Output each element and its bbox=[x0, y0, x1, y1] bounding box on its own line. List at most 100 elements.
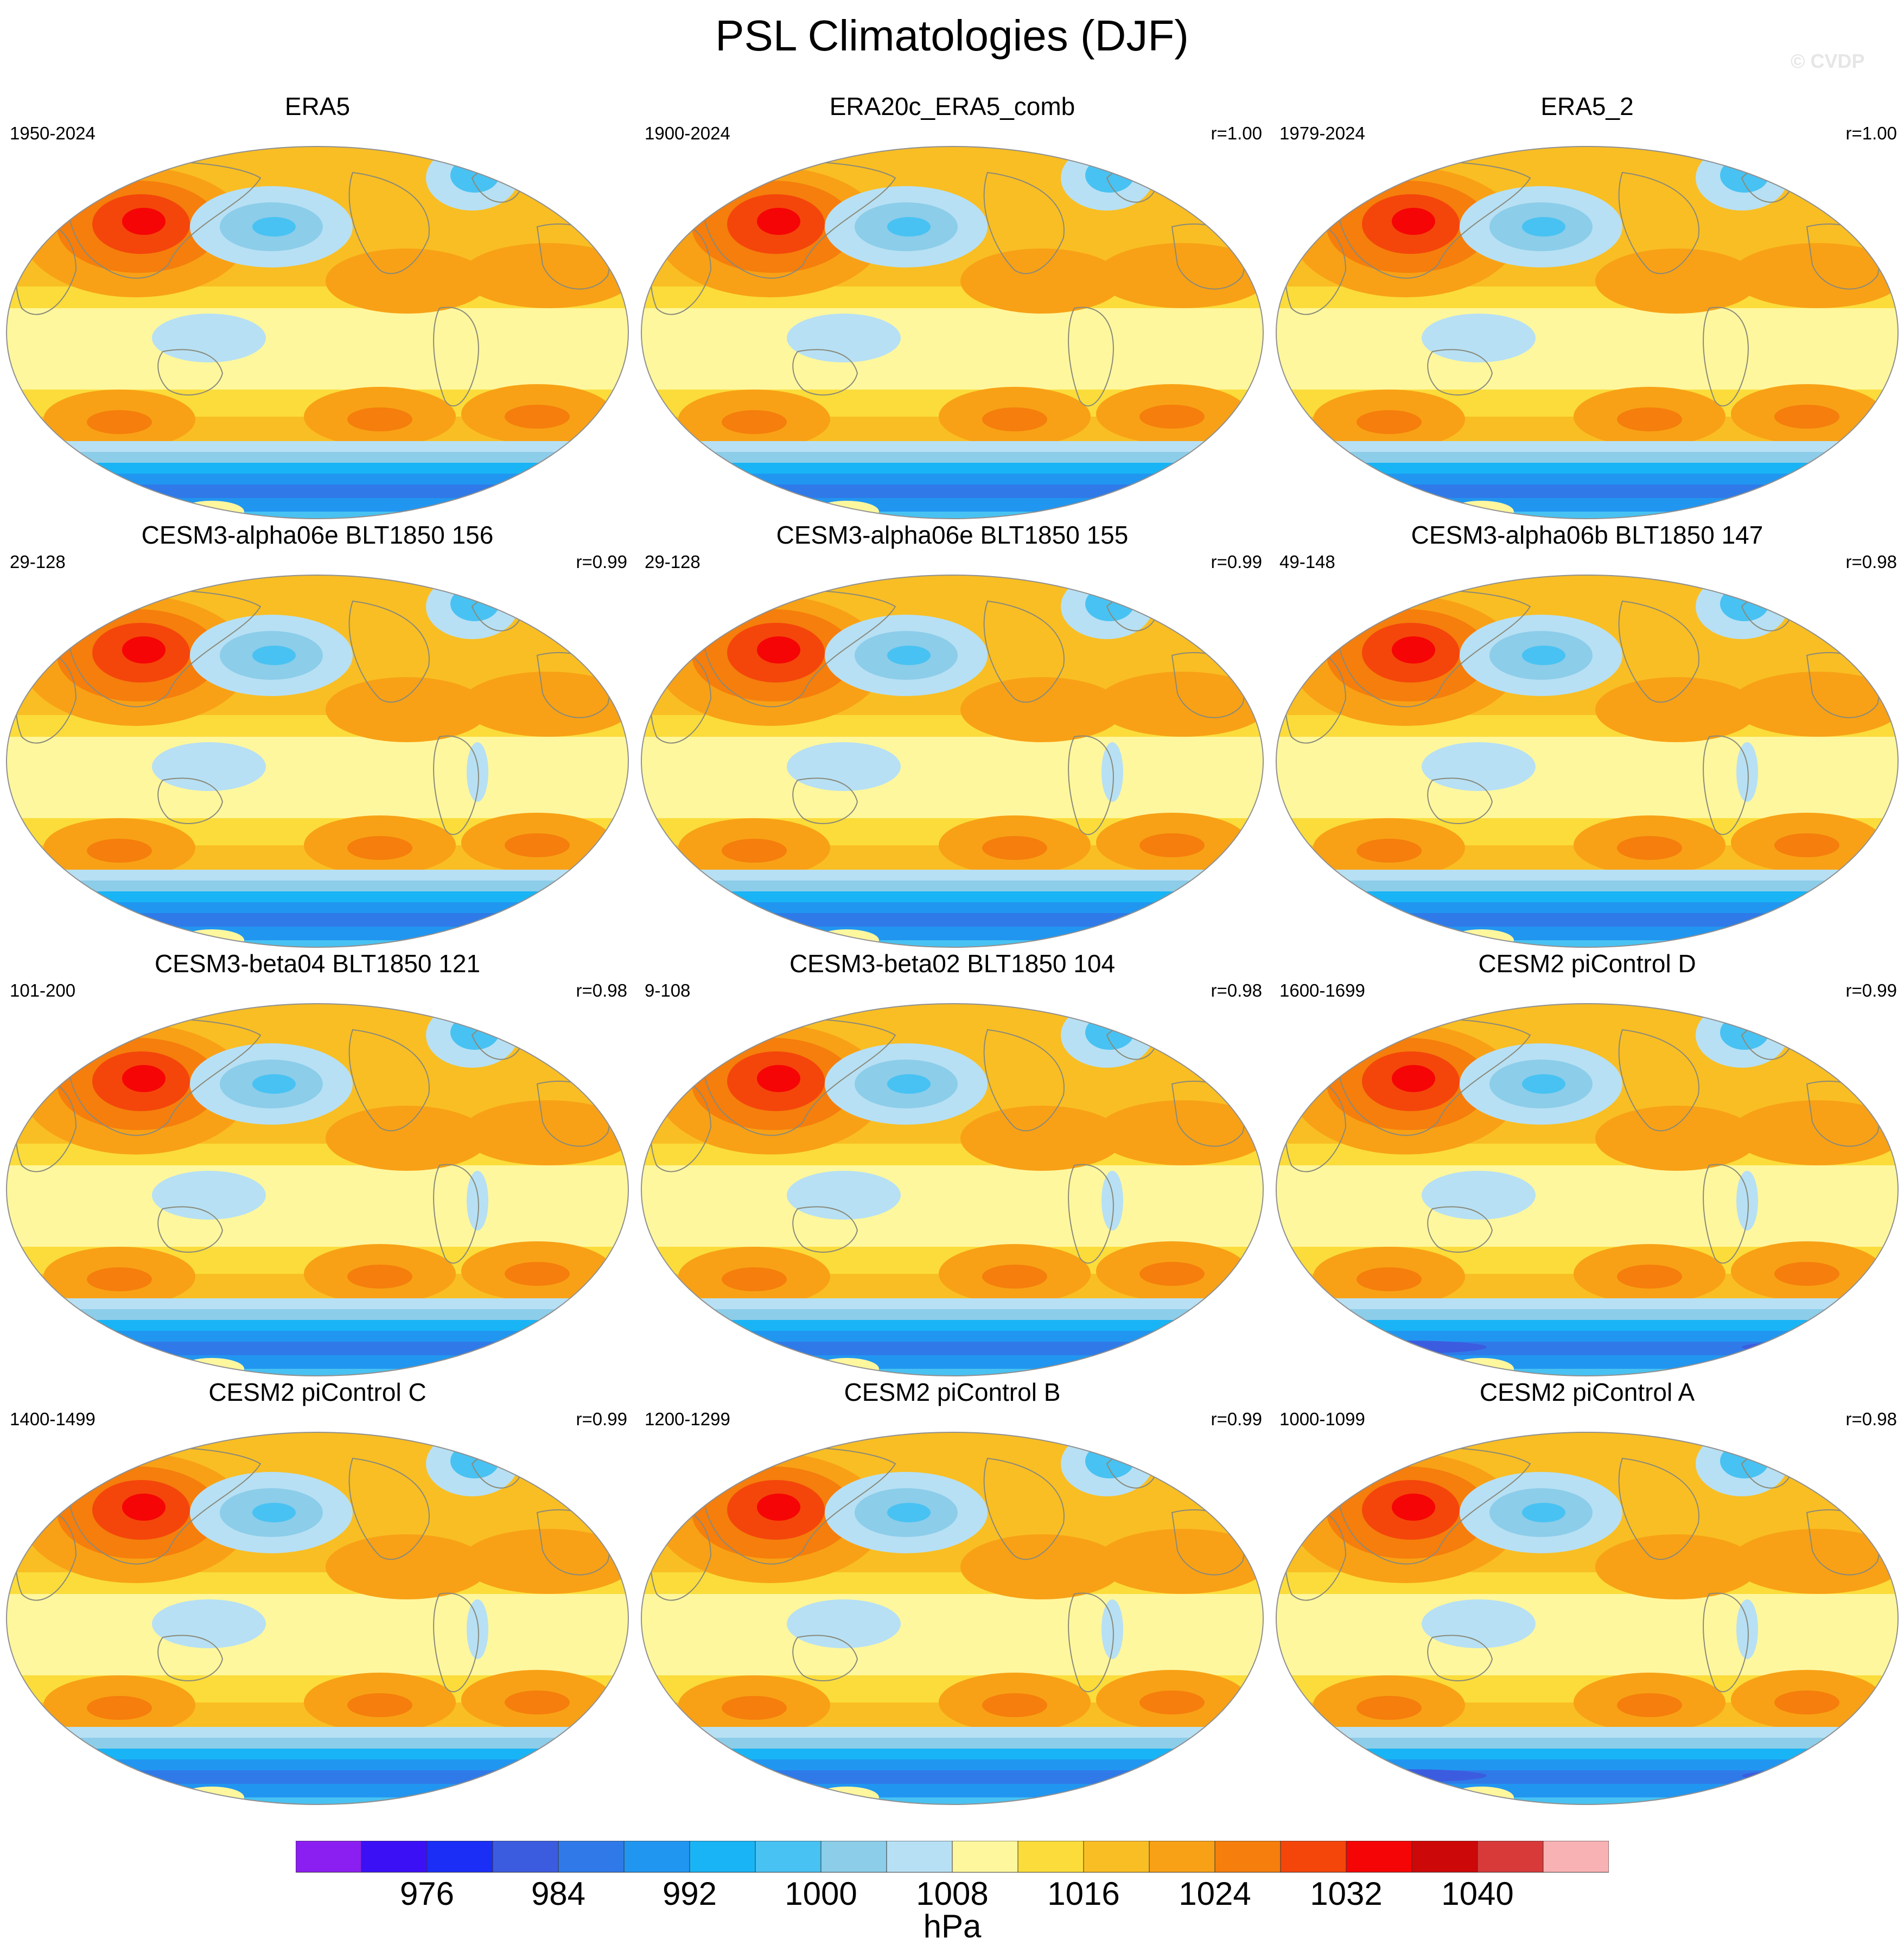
coastline-4 bbox=[1068, 1164, 1114, 1264]
psl-map bbox=[1276, 1003, 1899, 1376]
coastline-3 bbox=[1618, 1029, 1699, 1132]
coastline-3 bbox=[983, 600, 1065, 703]
southern-ocean-deep-low-1 bbox=[1742, 1770, 1872, 1781]
subtropical-high-core-2 bbox=[505, 1262, 570, 1286]
aleutian-low-core bbox=[887, 646, 931, 665]
coastline-0 bbox=[703, 589, 896, 707]
maritime-continent-low bbox=[152, 314, 266, 362]
azores-high bbox=[1731, 672, 1898, 737]
colorbar-tick-label: 1032 bbox=[1310, 1876, 1383, 1912]
aleutian-low-core bbox=[252, 1074, 296, 1094]
subtropical-high-core-2 bbox=[1139, 405, 1205, 429]
subtropical-high-core-1 bbox=[1617, 1693, 1682, 1717]
colorbar bbox=[295, 1840, 1609, 1876]
panel-title: CESM3-beta02 BLT1850 104 bbox=[789, 949, 1116, 978]
panel-correlation: r=0.98 bbox=[1845, 1409, 1897, 1429]
colorbar-tick-label: 1008 bbox=[916, 1876, 989, 1912]
map-border bbox=[6, 1432, 629, 1805]
psl-map bbox=[641, 146, 1264, 519]
atlantic-high bbox=[960, 1534, 1123, 1599]
coastline-2 bbox=[157, 1635, 224, 1681]
subtropical-high-core-1 bbox=[982, 407, 1047, 431]
map-border bbox=[641, 146, 1264, 519]
subtropical-high-core-2 bbox=[1139, 1691, 1205, 1714]
coastline-2 bbox=[1427, 777, 1493, 824]
subtropical-high-core-2 bbox=[505, 405, 570, 429]
subtropical-high-core-1 bbox=[1617, 407, 1682, 431]
subtropical-high-core-0 bbox=[1357, 1267, 1422, 1291]
siberian-high-core bbox=[1392, 208, 1435, 235]
coastline-3 bbox=[1618, 1457, 1699, 1560]
maritime-continent-low bbox=[1422, 1171, 1536, 1220]
coastline-3 bbox=[983, 1457, 1065, 1560]
azores-high bbox=[1096, 1100, 1263, 1165]
coastline-4 bbox=[433, 307, 479, 407]
subtropical-high-core-2 bbox=[1139, 833, 1205, 857]
azores-high bbox=[461, 1529, 628, 1594]
south-american-low bbox=[1101, 1171, 1123, 1230]
atlantic-high bbox=[326, 1534, 488, 1599]
colorbar-tick-label: 1040 bbox=[1441, 1876, 1514, 1912]
aleutian-low-core bbox=[1522, 1074, 1565, 1094]
psl-tropical-band bbox=[641, 737, 1263, 818]
south-american-low bbox=[1101, 742, 1123, 802]
aleutian-low-core bbox=[887, 217, 931, 237]
panel-correlation: r=0.99 bbox=[1211, 552, 1263, 572]
panel-title: ERA20c_ERA5_comb bbox=[829, 92, 1075, 120]
psl-map bbox=[1276, 146, 1899, 519]
subtropical-high-core-0 bbox=[722, 839, 787, 863]
map-panel: CESM3-beta04 BLT1850 121 101-200 r=0.98 bbox=[0, 948, 635, 1377]
aleutian-low-core bbox=[252, 646, 296, 665]
coastline-0 bbox=[1338, 161, 1531, 279]
coastline-4 bbox=[1068, 735, 1114, 836]
aleutian-low-core bbox=[887, 1503, 931, 1522]
psl-map bbox=[1276, 575, 1899, 948]
coastline-2 bbox=[792, 1635, 858, 1681]
panel-correlation: r=0.99 bbox=[576, 552, 628, 572]
subtropical-high-core-1 bbox=[347, 1693, 412, 1717]
aleutian-low-core bbox=[1522, 1503, 1565, 1522]
colorbar-swatch-9 bbox=[886, 1840, 953, 1873]
subtropical-high-core-2 bbox=[1774, 1691, 1839, 1714]
siberian-high-core bbox=[122, 1065, 165, 1092]
coastline-4 bbox=[1703, 307, 1749, 407]
coastline-2 bbox=[792, 349, 858, 396]
subtropical-high-core-2 bbox=[1774, 405, 1839, 429]
map-border bbox=[6, 1003, 629, 1376]
siberian-high-core bbox=[1392, 636, 1435, 664]
panel-title: CESM2 piControl A bbox=[1479, 1378, 1695, 1406]
colorbar-swatch-7 bbox=[755, 1840, 822, 1873]
subtropical-high-core-0 bbox=[1357, 1696, 1422, 1720]
maritime-continent-low bbox=[787, 314, 901, 362]
coastline-4 bbox=[1068, 307, 1114, 407]
atlantic-high bbox=[1595, 1534, 1758, 1599]
psl-tropical-band bbox=[7, 1594, 628, 1675]
panel-correlation: r=0.98 bbox=[576, 980, 628, 1000]
coastline-3 bbox=[983, 1029, 1065, 1132]
coastline-0 bbox=[68, 1446, 262, 1565]
colorbar-swatch-2 bbox=[426, 1840, 493, 1873]
colorbar-swatch-12 bbox=[1083, 1840, 1150, 1873]
south-american-low bbox=[1736, 1171, 1758, 1230]
colorbar-tick-label: 992 bbox=[662, 1876, 717, 1912]
subtropical-high-core-1 bbox=[347, 407, 412, 431]
panel-period: 1000-1099 bbox=[1279, 1409, 1365, 1429]
siberian-high-core bbox=[757, 1065, 800, 1092]
coastline-2 bbox=[157, 777, 224, 824]
colorbar-units-label: hPa bbox=[923, 1908, 982, 1944]
panel-title: CESM2 piControl B bbox=[844, 1378, 1061, 1406]
colorbar-tick-label: 984 bbox=[531, 1876, 586, 1912]
coastline-3 bbox=[1618, 171, 1699, 275]
coastline-3 bbox=[348, 171, 430, 275]
colorbar-swatch-16 bbox=[1346, 1840, 1412, 1873]
panel-correlation: r=0.99 bbox=[1845, 980, 1897, 1000]
coastline-2 bbox=[792, 1206, 858, 1253]
coastline-3 bbox=[1618, 600, 1699, 703]
azores-high bbox=[1096, 1529, 1263, 1594]
panel-title: CESM3-alpha06e BLT1850 156 bbox=[141, 521, 494, 549]
panel-period: 1600-1699 bbox=[1279, 980, 1365, 1000]
colorbar-tick-label: 1024 bbox=[1179, 1876, 1251, 1912]
colorbar-swatch-13 bbox=[1149, 1840, 1215, 1873]
coastline-0 bbox=[1338, 1018, 1531, 1136]
panel-period: 1979-2024 bbox=[1279, 123, 1365, 143]
